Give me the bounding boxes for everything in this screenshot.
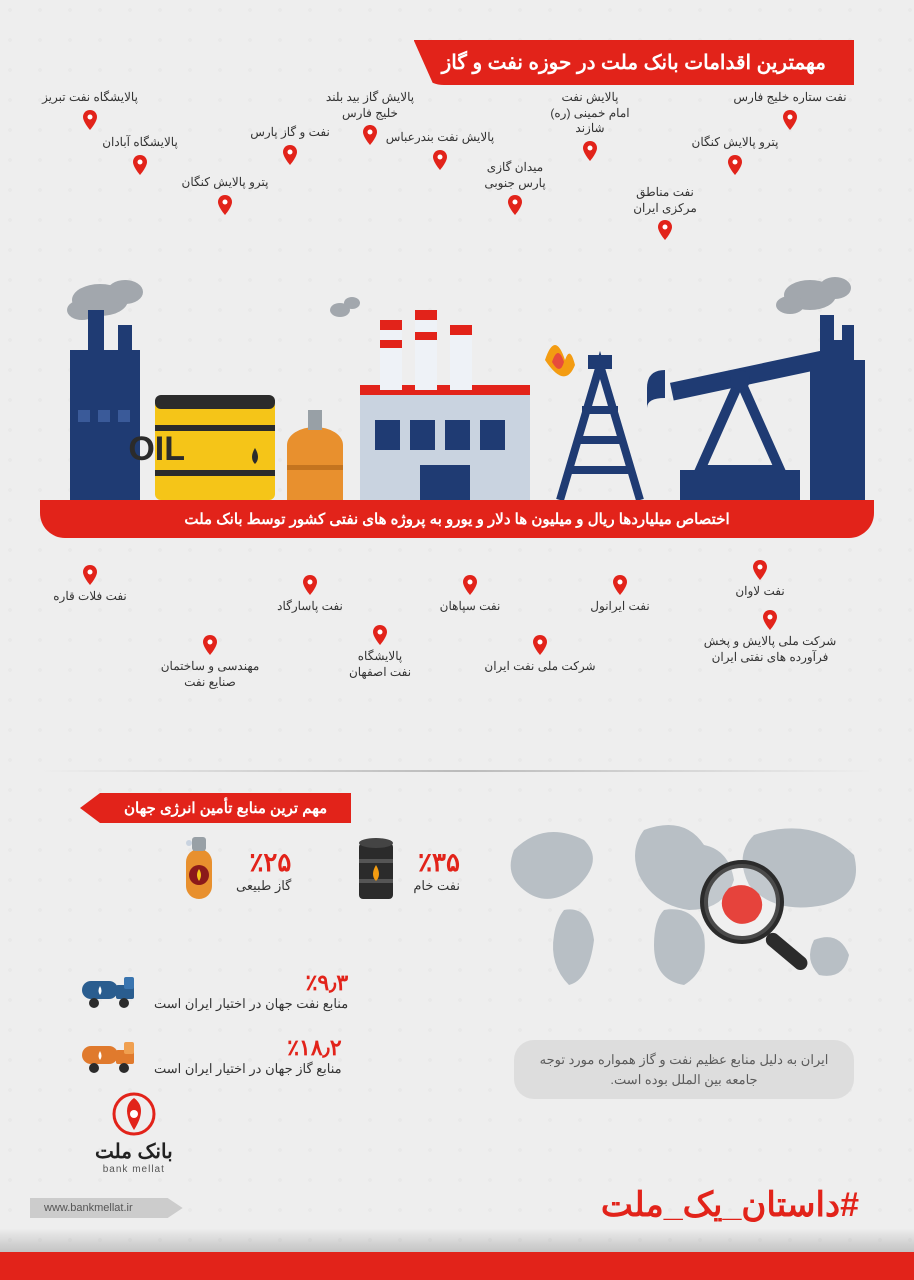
iran-oil-stat: ٪۹٫۳منابع نفت جهان در اختیار ایران است [80,970,348,1012]
location-label: نفت لاوان [685,560,835,600]
tanker-truck-icon [80,1036,140,1076]
energy-sources-title: مهم ترین منابع تأمین انرژی جهان [80,793,351,823]
footer-bar [0,1252,914,1280]
map-pin-icon [83,110,97,130]
location-label: شرکت ملی نفت ایران [465,635,615,675]
location-text: پالایش نفتامام خمینی (ره)شازند [550,90,629,135]
map-pin-icon [83,565,97,585]
location-label: نفت ایرانول [545,575,695,615]
location-label: پترو پالایش کنگان [165,175,285,215]
location-label: مهندسی و ساختمانصنایع نفت [135,635,285,690]
location-text: مهندسی و ساختمانصنایع نفت [161,659,260,689]
website-url: www.bankmellat.ir [30,1198,183,1218]
energy-source-item: ٪۲۵گاز طبیعی [174,835,291,905]
map-pin-icon [613,575,627,595]
energy-pct: ٪۳۵ [413,847,460,878]
location-label: نفت فلات قاره [15,565,165,605]
map-pin-icon [203,635,217,655]
url-text: www.bankmellat.ir [44,1202,133,1214]
barrel-icon [351,835,401,905]
location-text: نفت پاسارگاد [277,599,343,613]
divider-line [40,770,874,772]
location-text: نفت ستاره خلیج فارس [733,90,846,104]
location-text: پترو پالایش کنگان [692,135,779,149]
energy-pct: ٪۲۵ [236,847,291,878]
industrial-illustration: OIL [40,270,874,530]
stat-text: منابع گاز جهان در اختیار ایران است [154,1061,342,1077]
location-text: پالایشگاه آبادان [102,135,178,149]
map-pin-icon [508,195,522,215]
location-text: نفت سپاهان [440,599,501,613]
map-pin-icon [583,141,597,161]
map-pin-icon [373,625,387,645]
map-pin-icon [363,125,377,145]
location-label: پترو پالایش کنگان [675,135,795,175]
top-labels-group: پالایشگاه نفت تبریز پالایشگاه آبادان پترو … [0,90,914,290]
allocation-strip: اختصاص میلیاردها ریال و میلیون ها دلار و… [40,500,874,538]
energy-label: نفت خام [413,878,460,894]
location-label: نفت مناطقمرکزی ایران [605,185,725,240]
map-pin-icon [533,635,547,655]
location-label: پالایشگاه نفت تبریز [30,90,150,130]
location-text: نفت ایرانول [590,599,649,613]
map-pin-icon [133,155,147,175]
map-pin-icon [433,150,447,170]
iran-caption-text: ایران به دلیل منابع عظیم نفت و گاز هموار… [540,1052,829,1087]
energy-title-text: مهم ترین منابع تأمین انرژی جهان [124,800,327,817]
map-pin-icon [303,575,317,595]
map-pin-icon [783,110,797,130]
location-text: شرکت ملی نفت ایران [484,659,595,673]
stat-text: منابع نفت جهان در اختیار ایران است [154,996,348,1012]
location-text: شرکت ملی پالایش و پخشفرآورده های نفتی ای… [704,634,837,664]
iran-caption: ایران به دلیل منابع عظیم نفت و گاز هموار… [514,1040,854,1099]
location-text: پالایش نفت بندرعباس [386,130,494,144]
map-pin-icon [218,195,232,215]
location-text: نفت لاوان [735,584,784,598]
oil-tank-label: OIL [128,430,185,468]
title-text: مهمترین اقدامات بانک ملت در حوزه نفت و گ… [442,52,826,74]
bank-name-fa: بانک ملت [95,1139,173,1164]
bank-logo-icon [112,1092,156,1136]
map-pin-icon [763,610,777,630]
location-label: نفت سپاهان [395,575,545,615]
location-label: پالایشگاهنفت اصفهان [305,625,455,680]
hashtag-text: #داستان_یک_ملت [601,1186,859,1224]
hashtag: #داستان_یک_ملت [601,1185,859,1225]
energy-source-item: ٪۳۵نفت خام [351,835,460,905]
gas-cylinder-icon [174,835,224,905]
location-label: نفت پاسارگاد [235,575,385,615]
location-label: شرکت ملی پالایش و پخشفرآورده های نفتی ای… [695,610,845,665]
world-map [494,800,874,1020]
location-label: پالایشگاه آبادان [80,135,200,175]
location-text: میدان گازیپارس جنوبی [484,160,545,190]
title-banner: مهمترین اقدامات بانک ملت در حوزه نفت و گ… [414,40,854,85]
location-text: پالایشگاهنفت اصفهان [349,649,411,679]
location-text: نفت فلات قاره [53,589,127,603]
location-text: پترو پالایش کنگان [182,175,269,189]
map-pin-icon [463,575,477,595]
stat-pct: ٪۹٫۳ [154,970,348,996]
allocation-text: اختصاص میلیاردها ریال و میلیون ها دلار و… [184,511,729,528]
bank-logo: بانک ملت bank mellat [95,1092,173,1175]
map-pin-icon [728,155,742,175]
footer-shadow [0,1228,914,1252]
location-text: پالایشگاه نفت تبریز [42,90,138,104]
location-text: پالایش گاز بید بلندخلیج فارس [326,90,414,120]
bank-name-en: bank mellat [95,1164,173,1175]
location-label: پالایش نفتامام خمینی (ره)شازند [530,90,650,161]
location-label: نفت ستاره خلیج فارس [730,90,850,130]
iran-gas-stat: ٪۱۸٫۲منابع گاز جهان در اختیار ایران است [80,1035,342,1077]
energy-sources-row: ٪۳۵نفت خام ٪۲۵گاز طبیعی [60,835,460,905]
stat-pct: ٪۱۸٫۲ [154,1035,342,1061]
location-text: نفت مناطقمرکزی ایران [633,185,697,215]
location-label: میدان گازیپارس جنوبی [455,160,575,215]
tanker-truck-icon [80,971,140,1011]
energy-label: گاز طبیعی [236,878,291,894]
map-pin-icon [658,220,672,240]
map-pin-icon [753,560,767,580]
bottom-labels-group: نفت فلات قاره مهندسی و ساختمانصنایع نفت نف… [0,555,914,755]
map-pin-icon [283,145,297,165]
